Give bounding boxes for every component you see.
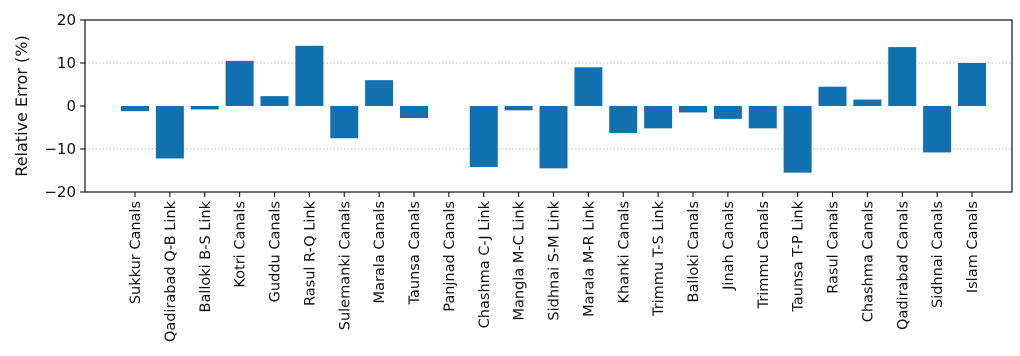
bar <box>644 106 673 129</box>
bar <box>713 106 742 119</box>
bar <box>400 106 428 119</box>
bar <box>260 96 289 106</box>
x-category-label: Sulemanki Canals <box>337 201 353 330</box>
x-category-label: Sukkur Canals <box>128 201 144 304</box>
x-category-label: Kotri Canals <box>233 201 249 288</box>
bar <box>818 86 847 106</box>
bar <box>923 106 952 153</box>
x-category-label: Trimmu Canals <box>756 201 772 309</box>
x-category-label: Panjnad Canals <box>442 201 458 312</box>
bar <box>609 106 638 134</box>
x-category-label: Marala Canals <box>372 201 388 303</box>
y-tick-label: 0 <box>66 97 76 115</box>
x-category-label: Islam Canals <box>965 201 981 293</box>
x-category-label: Marala M-R Link <box>581 200 597 316</box>
bar <box>469 106 498 168</box>
x-category-label: Rasul R-Q Link <box>302 200 318 306</box>
x-category-label: Taunsa T-P Link <box>791 200 807 312</box>
bar <box>190 106 219 110</box>
x-category-label: Guddu Canals <box>268 201 284 302</box>
x-category-label: Trimmu T-S Link <box>651 200 667 317</box>
bar <box>539 106 568 169</box>
bar <box>225 60 254 106</box>
x-category-label: Balloki Canals <box>686 201 702 302</box>
y-tick-label: 10 <box>57 54 76 72</box>
y-tick-label: 20 <box>57 11 76 29</box>
x-category-label: Jinah Canals <box>721 201 737 291</box>
x-axis-labels: Sukkur Canals Qadirabad Q-B Link Balloki B… <box>128 192 981 342</box>
bar <box>295 45 324 106</box>
x-category-label: Khanki Canals <box>616 201 632 303</box>
x-category-label: Qadirabad Q-B Link <box>163 200 179 342</box>
bar <box>155 106 184 159</box>
y-axis-label: Relative Error (%) <box>12 35 31 176</box>
bar <box>679 106 707 113</box>
bar <box>330 106 359 139</box>
bar <box>783 106 812 173</box>
bar <box>504 106 533 111</box>
y-tick-label: −10 <box>44 140 76 158</box>
x-category-label: Chashma Canals <box>860 201 876 322</box>
y-tick-label: −20 <box>44 183 76 201</box>
x-category-label: Chashma C-J Link <box>477 200 493 328</box>
bar <box>574 67 603 106</box>
x-category-label: Mangla M-C Link <box>512 200 528 320</box>
bar <box>748 106 777 129</box>
bar <box>121 106 149 112</box>
x-category-label: Sidhnai S-M Link <box>547 200 563 320</box>
bar <box>853 99 882 106</box>
y-axis-ticks: −20 −10 0 10 20 <box>44 11 85 201</box>
bar <box>365 80 394 106</box>
bar <box>958 63 986 106</box>
x-category-label: Balloki B-S Link <box>198 200 214 312</box>
bar <box>888 47 917 106</box>
x-category-label: Sidhnai Canals <box>930 201 946 308</box>
bars <box>121 45 986 173</box>
x-category-label: Rasul Canals <box>826 201 842 294</box>
x-category-label: Taunsa Canals <box>407 201 423 305</box>
x-category-label: Qadirabad Canals <box>895 201 911 330</box>
